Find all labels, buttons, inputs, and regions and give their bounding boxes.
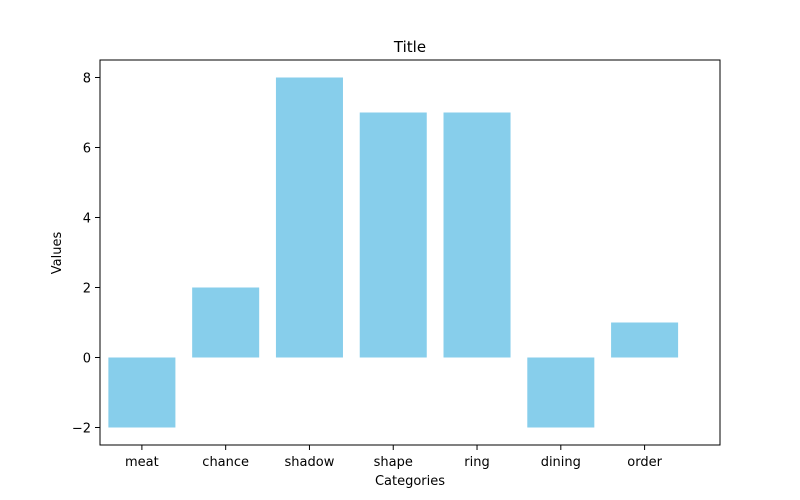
y-tick-label: 0	[83, 352, 91, 367]
x-tick-label-shadow: shadow	[285, 455, 335, 470]
x-tick-label-ring: ring	[464, 455, 489, 470]
bar-shape	[359, 112, 427, 358]
y-axis: −2 0 2 4 6 8	[72, 72, 100, 437]
y-tick-label: 6	[83, 142, 91, 157]
y-tick-label: 4	[83, 212, 91, 227]
bar-order	[611, 322, 679, 358]
y-tick-label: 8	[83, 72, 91, 87]
bar-dining	[527, 357, 595, 428]
x-tick-label-meat: meat	[125, 455, 159, 470]
x-tick-label-dining: dining	[541, 455, 581, 470]
x-axis-title: Categories	[375, 474, 445, 489]
chart-title: Title	[393, 38, 426, 56]
y-axis-title: Values	[50, 232, 65, 275]
bar-ring	[443, 112, 511, 358]
x-tick-label-order: order	[627, 455, 662, 470]
y-tick-label: 2	[83, 282, 91, 297]
x-tick-label-shape: shape	[374, 455, 413, 470]
x-tick-label-chance: chance	[202, 455, 249, 470]
x-axis: meat chance shadow shape ring dining order	[125, 445, 663, 470]
y-tick-label: −2	[72, 422, 91, 437]
plot-frame	[99, 59, 721, 446]
bar-chance	[192, 287, 260, 358]
bar-meat	[108, 357, 176, 428]
bars-layer	[108, 77, 679, 428]
bar-shadow	[275, 77, 343, 358]
